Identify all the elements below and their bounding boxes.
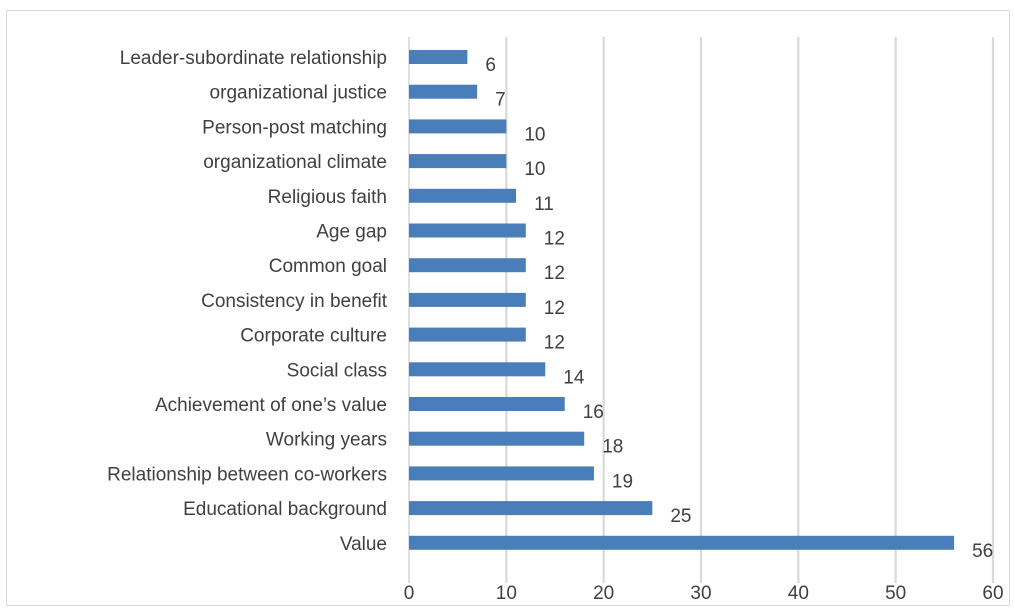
x-tick-label: 30 bbox=[690, 583, 711, 604]
data-label: 10 bbox=[524, 159, 545, 180]
bar bbox=[409, 535, 955, 550]
data-label: 25 bbox=[670, 506, 691, 527]
category-label: Value bbox=[340, 534, 387, 555]
x-tick-label: 20 bbox=[593, 583, 614, 604]
chart-frame: Leader-subordinate relationship organizat… bbox=[6, 10, 1010, 606]
bar bbox=[409, 223, 526, 238]
x-tick-label: 50 bbox=[885, 583, 906, 604]
data-label: 12 bbox=[544, 263, 565, 284]
x-tick-label: 40 bbox=[788, 583, 809, 604]
bar bbox=[409, 258, 526, 273]
data-label: 18 bbox=[602, 437, 623, 458]
category-label: Common goal bbox=[269, 256, 387, 277]
bars bbox=[409, 50, 955, 550]
data-label: 12 bbox=[544, 333, 565, 354]
category-label: Corporate culture bbox=[240, 326, 387, 347]
category-label: Person-post matching bbox=[202, 117, 387, 138]
category-label: organizational justice bbox=[210, 83, 387, 104]
data-label: 11 bbox=[534, 194, 554, 215]
bar bbox=[409, 84, 478, 99]
category-label: Consistency in benefit bbox=[201, 291, 388, 312]
data-label: 16 bbox=[583, 402, 604, 423]
data-label: 12 bbox=[544, 229, 565, 250]
bar bbox=[409, 501, 653, 516]
category-label: Leader-subordinate relationship bbox=[120, 48, 387, 69]
category-label: Social class bbox=[287, 360, 387, 381]
bar bbox=[409, 362, 546, 377]
data-label: 56 bbox=[972, 541, 993, 562]
bar bbox=[409, 50, 468, 64]
data-label: 6 bbox=[485, 55, 496, 76]
x-tick-label: 0 bbox=[404, 583, 415, 604]
bar bbox=[409, 119, 507, 134]
bar bbox=[409, 188, 517, 203]
category-label: Achievement of one’s value bbox=[155, 395, 387, 416]
x-axis-tick-labels: 0 10 20 30 40 50 60 bbox=[404, 583, 1004, 604]
bar bbox=[409, 292, 526, 307]
category-label: Religious faith bbox=[268, 187, 387, 208]
bar bbox=[409, 466, 594, 481]
bar bbox=[409, 397, 565, 411]
category-label: Educational background bbox=[183, 499, 387, 520]
bar bbox=[409, 327, 526, 342]
category-label: Age gap bbox=[316, 222, 387, 243]
data-label: 12 bbox=[544, 298, 565, 319]
category-labels: Leader-subordinate relationship organizat… bbox=[107, 48, 388, 555]
data-label: 19 bbox=[612, 471, 633, 492]
category-label: Working years bbox=[266, 430, 387, 451]
x-tick-label: 10 bbox=[496, 583, 517, 604]
category-label: organizational climate bbox=[203, 152, 387, 173]
data-label: 7 bbox=[495, 90, 506, 111]
data-labels: 6 7 10 10 11 12 12 12 12 14 16 18 19 25 56 bbox=[485, 55, 993, 562]
bar-chart: Leader-subordinate relationship organizat… bbox=[107, 37, 1004, 604]
data-label: 10 bbox=[524, 124, 545, 145]
data-label: 14 bbox=[563, 367, 585, 388]
x-tick-label: 60 bbox=[982, 583, 1003, 604]
category-label: Relationship between co-workers bbox=[107, 464, 387, 485]
bar bbox=[409, 154, 507, 169]
bar bbox=[409, 431, 585, 446]
